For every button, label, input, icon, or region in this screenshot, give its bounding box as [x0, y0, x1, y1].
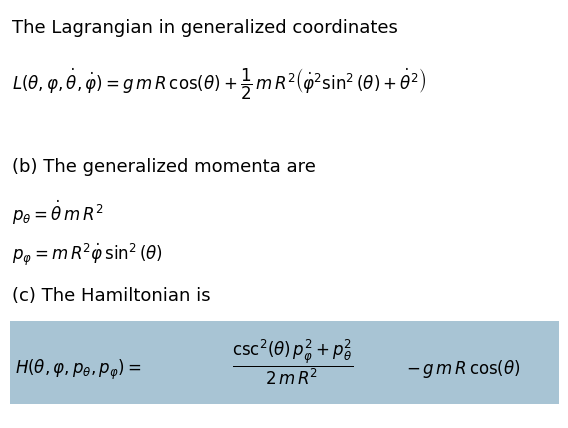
Text: $H(\theta, \varphi, p_{\theta}, p_{\varphi}) =$: $H(\theta, \varphi, p_{\theta}, p_{\varp… — [15, 357, 142, 381]
Text: $L(\theta, \varphi, \dot{\theta}, \dot{\varphi}) = g\, m\, R\, \cos(\theta) + \d: $L(\theta, \varphi, \dot{\theta}, \dot{\… — [12, 66, 427, 102]
Text: (c) The Hamiltonian is: (c) The Hamiltonian is — [12, 287, 211, 305]
Text: $-\, g\, m\, R\, \cos(\theta)$: $-\, g\, m\, R\, \cos(\theta)$ — [406, 358, 521, 380]
Text: The Lagrangian in generalized coordinates: The Lagrangian in generalized coordinate… — [12, 19, 398, 37]
Text: $\dfrac{\mathrm{csc}^2(\theta)\, p_{\varphi}^2 + p_{\theta}^2}{2\, m\, R^2}$: $\dfrac{\mathrm{csc}^2(\theta)\, p_{\var… — [232, 338, 353, 387]
Text: (b) The generalized momenta are: (b) The generalized momenta are — [12, 158, 316, 176]
Bar — [10, 321, 187, 404]
Text: $p_{\varphi} = m\, R^2 \dot{\varphi}\, \sin^2(\theta)$: $p_{\varphi} = m\, R^2 \dot{\varphi}\, \… — [12, 242, 163, 268]
Text: $p_{\theta} = \dot{\theta}\, m\, R^2$: $p_{\theta} = \dot{\theta}\, m\, R^2$ — [12, 199, 104, 227]
Bar — [187, 321, 559, 404]
